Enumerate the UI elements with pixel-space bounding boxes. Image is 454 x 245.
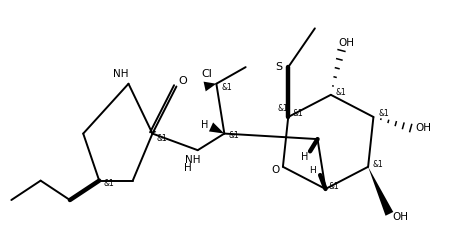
Text: OH: OH	[415, 123, 431, 133]
Text: Cl: Cl	[201, 69, 212, 79]
Text: H: H	[201, 120, 208, 130]
Text: &1: &1	[329, 182, 340, 191]
Text: &1: &1	[372, 160, 383, 169]
Text: NH: NH	[185, 155, 200, 165]
Text: H: H	[184, 163, 192, 173]
Polygon shape	[153, 130, 156, 134]
Text: OH: OH	[392, 212, 408, 222]
Polygon shape	[203, 82, 217, 91]
Text: NH: NH	[114, 69, 129, 79]
Text: &1: &1	[222, 83, 232, 92]
Text: H: H	[301, 152, 308, 162]
Text: H: H	[309, 166, 316, 175]
Text: S: S	[275, 62, 282, 72]
Polygon shape	[209, 122, 224, 134]
Text: OH: OH	[339, 38, 355, 48]
Text: &1: &1	[335, 88, 346, 97]
Text: &1: &1	[379, 109, 390, 118]
Text: O: O	[178, 76, 187, 86]
Polygon shape	[368, 167, 393, 216]
Text: &1: &1	[104, 179, 114, 188]
Text: &1: &1	[157, 134, 168, 143]
Text: &1: &1	[228, 131, 239, 140]
Text: &1: &1	[277, 104, 288, 113]
Text: O: O	[271, 165, 280, 175]
Text: &1: &1	[292, 109, 303, 118]
